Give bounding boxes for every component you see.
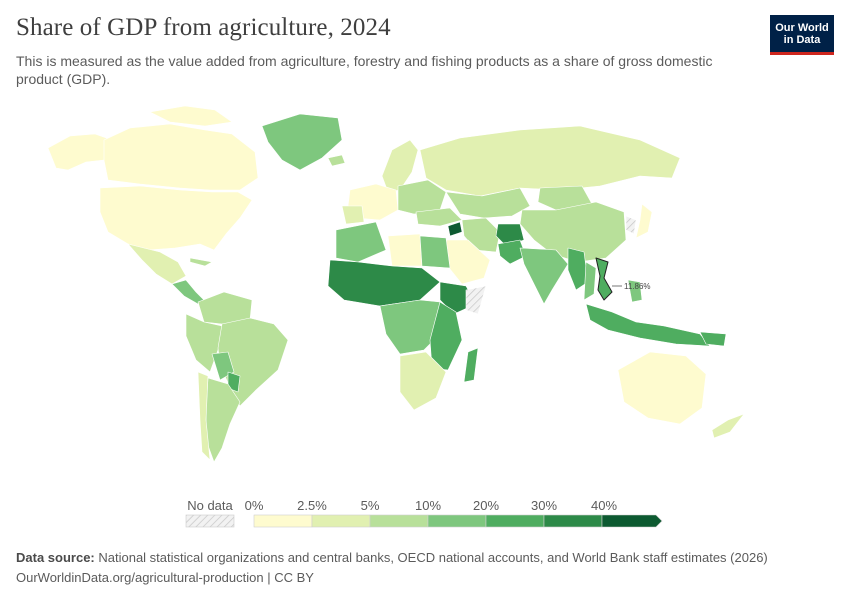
legend-bin-5[interactable] — [543, 514, 603, 528]
logo-line-2: in Data — [783, 33, 821, 46]
region-madagascar[interactable] — [463, 347, 479, 383]
region-southern-africa[interactable] — [399, 351, 447, 411]
logo-line-1: Our World — [775, 21, 829, 34]
region-united-states[interactable] — [99, 185, 253, 251]
region-kazakhstan-central-asia[interactable] — [445, 187, 531, 219]
data-source-line: Data source: National statistical organi… — [16, 548, 768, 568]
legend-bin-4[interactable] — [485, 514, 545, 528]
region-iberia[interactable] — [341, 205, 365, 225]
legend-tick-2: 5% — [361, 498, 380, 513]
legend-tick-0: 0% — [245, 498, 264, 513]
legend-bin-6[interactable] — [601, 514, 663, 528]
owid-logo[interactable]: Our World in Data — [770, 15, 834, 55]
footer: Data source: National statistical organi… — [16, 548, 768, 588]
legend-no-data-label: No data — [187, 498, 233, 513]
legend-tick-4: 20% — [473, 498, 499, 513]
chart-title: Share of GDP from agriculture, 2024 — [16, 14, 391, 41]
region-australia[interactable] — [617, 351, 707, 425]
world-map[interactable]: 11.86% — [0, 100, 850, 495]
region-vietnam[interactable] — [595, 257, 613, 301]
region-china[interactable] — [519, 201, 627, 263]
region-chile[interactable] — [197, 371, 211, 461]
region-turkey[interactable] — [415, 207, 463, 227]
data-source-label: Data source: — [16, 550, 95, 565]
region-japan[interactable] — [635, 203, 653, 239]
legend-bin-0[interactable] — [253, 514, 313, 528]
region-syria[interactable] — [447, 221, 463, 237]
region-north-africa-west[interactable] — [335, 221, 387, 263]
region-cuba[interactable] — [189, 257, 213, 267]
region-greenland[interactable] — [261, 113, 343, 171]
region-paraguay[interactable] — [227, 371, 241, 393]
legend-tick-3: 10% — [415, 498, 441, 513]
legend-bin-2[interactable] — [369, 514, 429, 528]
region-libya[interactable] — [387, 233, 423, 267]
color-legend: No data 0% 2.5% 5% 10% 20% 30% 40% — [185, 498, 663, 528]
region-mexico[interactable] — [127, 243, 187, 285]
region-sahel[interactable] — [327, 259, 441, 307]
legend-color-bins[interactable] — [253, 514, 663, 528]
annotation-label: 11.86% — [624, 282, 651, 291]
data-source-text: National statistical organizations and c… — [98, 550, 768, 565]
region-indonesia[interactable] — [585, 303, 711, 347]
legend-bin-3[interactable] — [427, 514, 487, 528]
legend-no-data-swatch[interactable] — [185, 514, 235, 528]
region-thailand[interactable] — [583, 261, 597, 301]
legend-tick-6: 40% — [591, 498, 617, 513]
region-russia[interactable] — [419, 125, 681, 197]
region-new-zealand[interactable] — [711, 413, 745, 439]
region-papua-new-guinea[interactable] — [699, 331, 727, 347]
region-korea[interactable] — [625, 215, 637, 235]
region-somalia[interactable] — [465, 285, 487, 315]
source-url[interactable]: OurWorldinData.org/agricultural-producti… — [16, 570, 314, 585]
region-east-africa[interactable] — [429, 301, 463, 371]
region-canada[interactable] — [103, 123, 259, 191]
region-myanmar[interactable] — [567, 247, 589, 291]
region-central-america[interactable] — [171, 279, 205, 305]
region-philippines[interactable] — [627, 279, 643, 303]
region-alaska[interactable] — [47, 133, 113, 171]
legend-tick-1: 2.5% — [297, 498, 327, 513]
legend-bin-1[interactable] — [311, 514, 371, 528]
region-egypt[interactable] — [419, 235, 451, 269]
region-iceland[interactable] — [327, 154, 346, 167]
region-canada-islands[interactable] — [149, 105, 233, 127]
legend-tick-5: 30% — [531, 498, 557, 513]
region-pakistan[interactable] — [497, 239, 527, 265]
chart-subtitle: This is measured as the value added from… — [16, 53, 713, 87]
region-india[interactable] — [519, 247, 569, 305]
